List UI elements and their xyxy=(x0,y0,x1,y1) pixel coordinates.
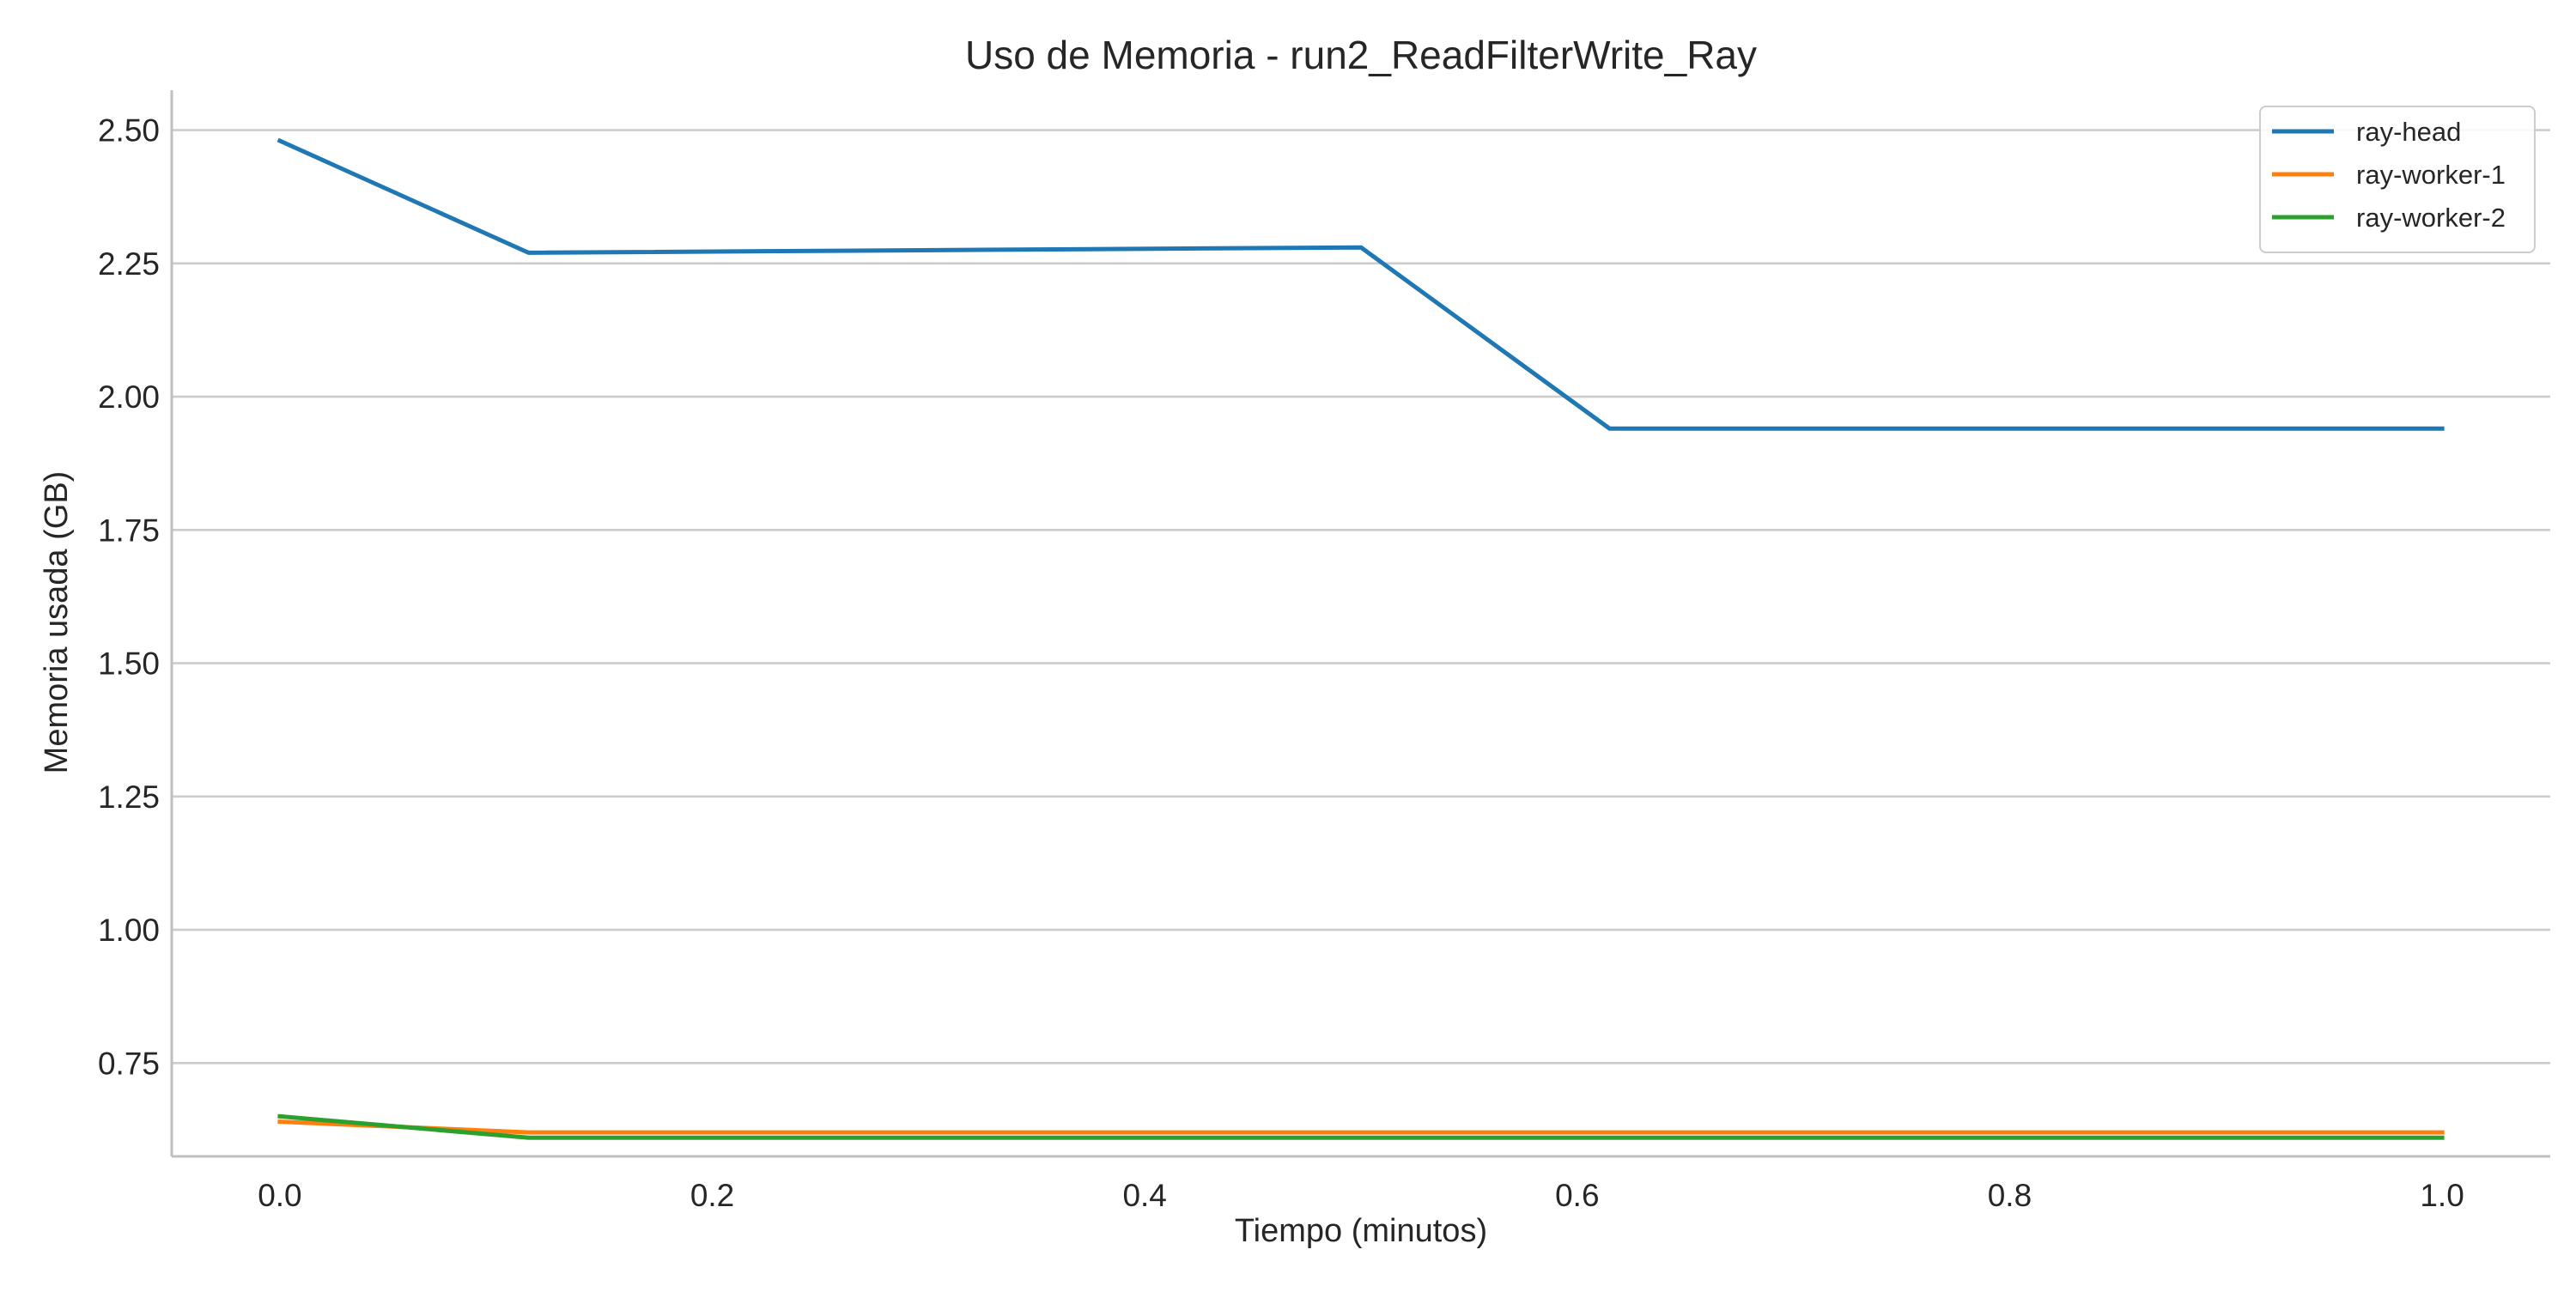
series-line-ray-head xyxy=(276,137,2445,431)
legend-label: ray-head xyxy=(2356,117,2461,147)
y-tick-label: 1.50 xyxy=(98,646,160,682)
axes xyxy=(170,90,2550,1158)
grid-lines xyxy=(172,129,2550,1065)
series-line-ray-worker-2 xyxy=(277,1113,2445,1140)
x-tick-label: 0.2 xyxy=(690,1178,734,1213)
y-tick-label: 1.00 xyxy=(98,913,160,948)
series-line-ray-worker-1 xyxy=(277,1119,2445,1135)
tick-labels: 0.75 1.00 1.25 1.50 1.75 2.00 2.25 2.50 0.0 0.2 0.… xyxy=(98,113,2464,1213)
y-tick-label: 1.75 xyxy=(98,513,160,548)
x-tick-label: 0.0 xyxy=(258,1178,301,1213)
chart-title: Uso de Memoria - run2_ReadFilterWrite_Ra… xyxy=(965,33,1757,77)
y-tick-label: 2.25 xyxy=(98,246,160,282)
legend-label: ray-worker-2 xyxy=(2356,203,2506,233)
y-axis-label: Memoria usada (GB) xyxy=(39,471,75,774)
y-tick-label: 0.75 xyxy=(98,1046,160,1081)
series-lines xyxy=(276,137,2445,1140)
x-tick-label: 0.4 xyxy=(1122,1178,1166,1213)
legend: ray-head ray-worker-1 ray-worker-2 xyxy=(2259,106,2536,253)
y-tick-label: 2.00 xyxy=(98,379,160,415)
x-tick-label: 0.6 xyxy=(1555,1178,1599,1213)
legend-label: ray-worker-1 xyxy=(2356,160,2506,190)
x-axis-label: Tiempo (minutos) xyxy=(1235,1213,1487,1249)
x-tick-label: 1.0 xyxy=(2420,1178,2464,1213)
x-tick-label: 0.8 xyxy=(1988,1178,2032,1213)
y-tick-label: 2.50 xyxy=(98,113,160,149)
y-tick-label: 1.25 xyxy=(98,779,160,815)
